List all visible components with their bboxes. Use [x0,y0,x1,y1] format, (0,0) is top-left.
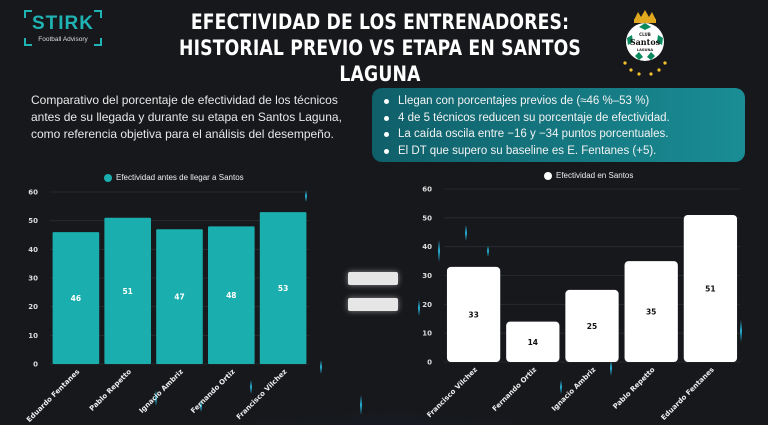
light-streak [438,240,440,262]
logo-tagline: Football Advisory [38,36,88,43]
light-streak [250,380,252,394]
logo-corner [94,38,102,46]
y-tick-label: 30 [28,275,38,283]
light-streak [305,190,307,202]
bar-value-label: 51 [705,284,715,293]
legend-label: Efectividad antes de llegar a Santos [116,173,244,182]
y-tick-label: 50 [28,217,38,225]
bar-value-label: 25 [587,322,597,331]
bar [565,289,619,362]
santos-crest-icon: CLUB Santos LAGUNA [623,10,667,76]
legend-dot-teal [104,173,112,182]
bar-value-label: 46 [71,294,81,303]
bar [446,266,501,362]
x-category-label: Francisco Vilchez [426,366,479,419]
logo-brand: STIRK [32,13,94,34]
x-category-label: Pablo Repetto [612,366,657,411]
y-tick-label: 0 [33,361,38,369]
y-tick-label: 10 [422,330,432,338]
light-streak [418,300,420,316]
bar [207,226,255,364]
bar [683,214,738,362]
insight-item: 4 de 5 técnicos reducen su porcentaje de… [382,110,735,127]
legend-before: Efectividad antes de llegar a Santos [104,173,244,182]
y-tick-label: 10 [28,332,38,340]
x-category-label: Ignacio Ambriz [550,366,597,413]
bar [156,229,203,364]
y-tick-label: 50 [422,214,432,222]
bar-value-label: 51 [122,287,132,296]
y-tick-label: 20 [28,303,38,311]
page-title: EFECTIVIDAD DE LOS ENTRENADORES: HISTORI… [167,9,593,87]
bar [259,212,307,364]
bar-value-label: 53 [278,284,288,293]
equals-bar-top [348,272,398,285]
y-tick-label: 0 [427,359,432,367]
light-streak [610,360,612,376]
logo-corner [24,10,32,18]
logo-corner [94,10,102,18]
x-category-label: Fernando Ortiz [491,366,538,413]
insight-item: La caída oscila entre −16 y −34 puntos p… [382,126,735,143]
light-streak [155,390,157,406]
light-streak [487,245,489,257]
equals-bar-bottom [348,298,398,311]
light-streak [360,395,362,415]
light-streak [200,400,202,412]
bar-value-label: 48 [226,291,236,300]
crest-club-text: CLUB [639,32,651,37]
description-text: Comparativo del porcentaje de efectivida… [31,93,342,141]
stirk-logo: STIRK Football Advisory [24,10,102,46]
bar [624,261,678,362]
legend-label: Efectividad en Santos [556,171,634,180]
insight-item: El DT que supero su baseline es E. Fenta… [382,143,735,160]
light-streak [465,225,467,241]
bar [506,321,560,362]
bar-value-label: 47 [174,293,184,302]
bar [52,232,100,364]
y-tick-label: 60 [422,186,432,194]
light-streak [740,320,742,342]
bar-value-label: 33 [468,310,478,319]
insights-panel: Llegan con porcentajes previos de (≈46 %… [372,88,745,162]
legend-during: Efectividad en Santos [544,171,633,180]
y-tick-label: 40 [28,246,38,254]
y-tick-label: 30 [422,272,432,280]
crest-sub-text: LAGUNA [637,48,654,52]
bar-value-label: 35 [646,308,656,317]
y-tick-label: 20 [422,301,432,309]
light-streak [560,380,562,394]
y-tick-label: 60 [28,189,38,197]
bar [104,217,152,364]
insight-item: Llegan con porcentajes previos de (≈46 %… [382,93,735,110]
logo-corner [24,38,32,46]
bar-value-label: 14 [528,338,538,347]
light-streak [320,360,322,374]
title-line-1: EFECTIVIDAD DE LOS ENTRENADORES: [190,10,570,34]
title-line-2: HISTORIAL PREVIO VS ETAPA EN SANTOS LAGU… [178,36,582,86]
y-tick-label: 40 [422,243,432,251]
crest-name-text: Santos [630,37,661,47]
x-category-label: Eduardo Fentanes [660,366,716,422]
legend-dot-white [544,171,552,180]
